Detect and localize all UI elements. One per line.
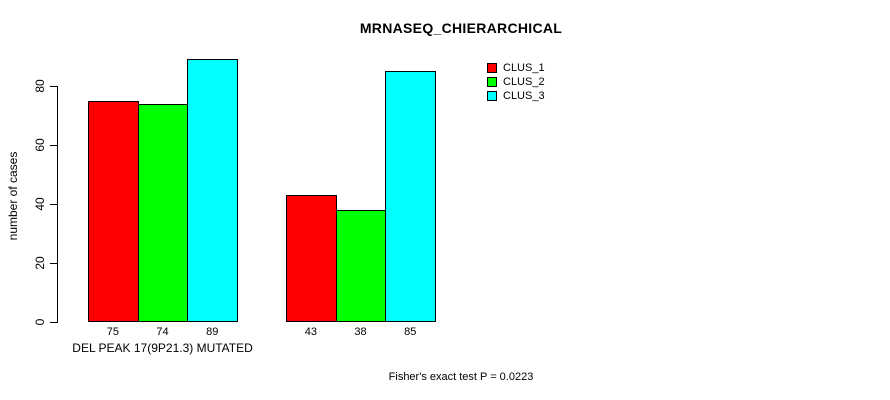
bar-value-label: 74 <box>156 325 169 338</box>
legend-item: CLUS_2 <box>487 75 545 89</box>
bar <box>385 71 437 322</box>
y-axis-tick <box>50 262 57 264</box>
y-tick-label: 20 <box>33 256 47 270</box>
legend: CLUS_1 CLUS_2 CLUS_3 <box>487 61 545 103</box>
y-axis-tick <box>50 144 57 146</box>
legend-swatch <box>487 77 497 87</box>
x-category-label: DEL PEAK 17(9P21.3) MUTATED <box>72 341 253 355</box>
y-axis-tick <box>50 85 57 87</box>
y-tick-label: 60 <box>33 138 47 152</box>
bar-value-label: 75 <box>106 325 119 338</box>
bar <box>286 195 337 322</box>
bar <box>137 103 189 322</box>
bar <box>187 59 239 322</box>
y-tick-label: 80 <box>33 79 47 93</box>
bar-value-label: 89 <box>206 325 219 338</box>
y-tick-label: 0 <box>33 318 47 326</box>
legend-item: CLUS_3 <box>487 89 545 103</box>
y-axis-line <box>57 86 58 323</box>
legend-label: CLUS_1 <box>503 62 545 74</box>
y-axis-tick <box>50 321 57 323</box>
legend-swatch <box>487 91 497 101</box>
bar-value-label: 43 <box>304 325 317 338</box>
legend-item: CLUS_1 <box>487 61 545 75</box>
chart-title: MRNASEQ_CHIERARCHICAL <box>359 20 563 36</box>
footnote: Fisher's exact test P = 0.0223 <box>388 371 534 383</box>
bar-value-label: 38 <box>354 325 367 338</box>
y-axis-tick <box>50 203 57 205</box>
bar <box>88 100 139 322</box>
bar <box>335 209 387 322</box>
legend-label: CLUS_3 <box>503 90 545 102</box>
y-tick-label: 40 <box>33 197 47 211</box>
legend-label: CLUS_2 <box>503 76 545 88</box>
bar-value-label: 85 <box>404 325 417 338</box>
legend-swatch <box>487 63 497 73</box>
